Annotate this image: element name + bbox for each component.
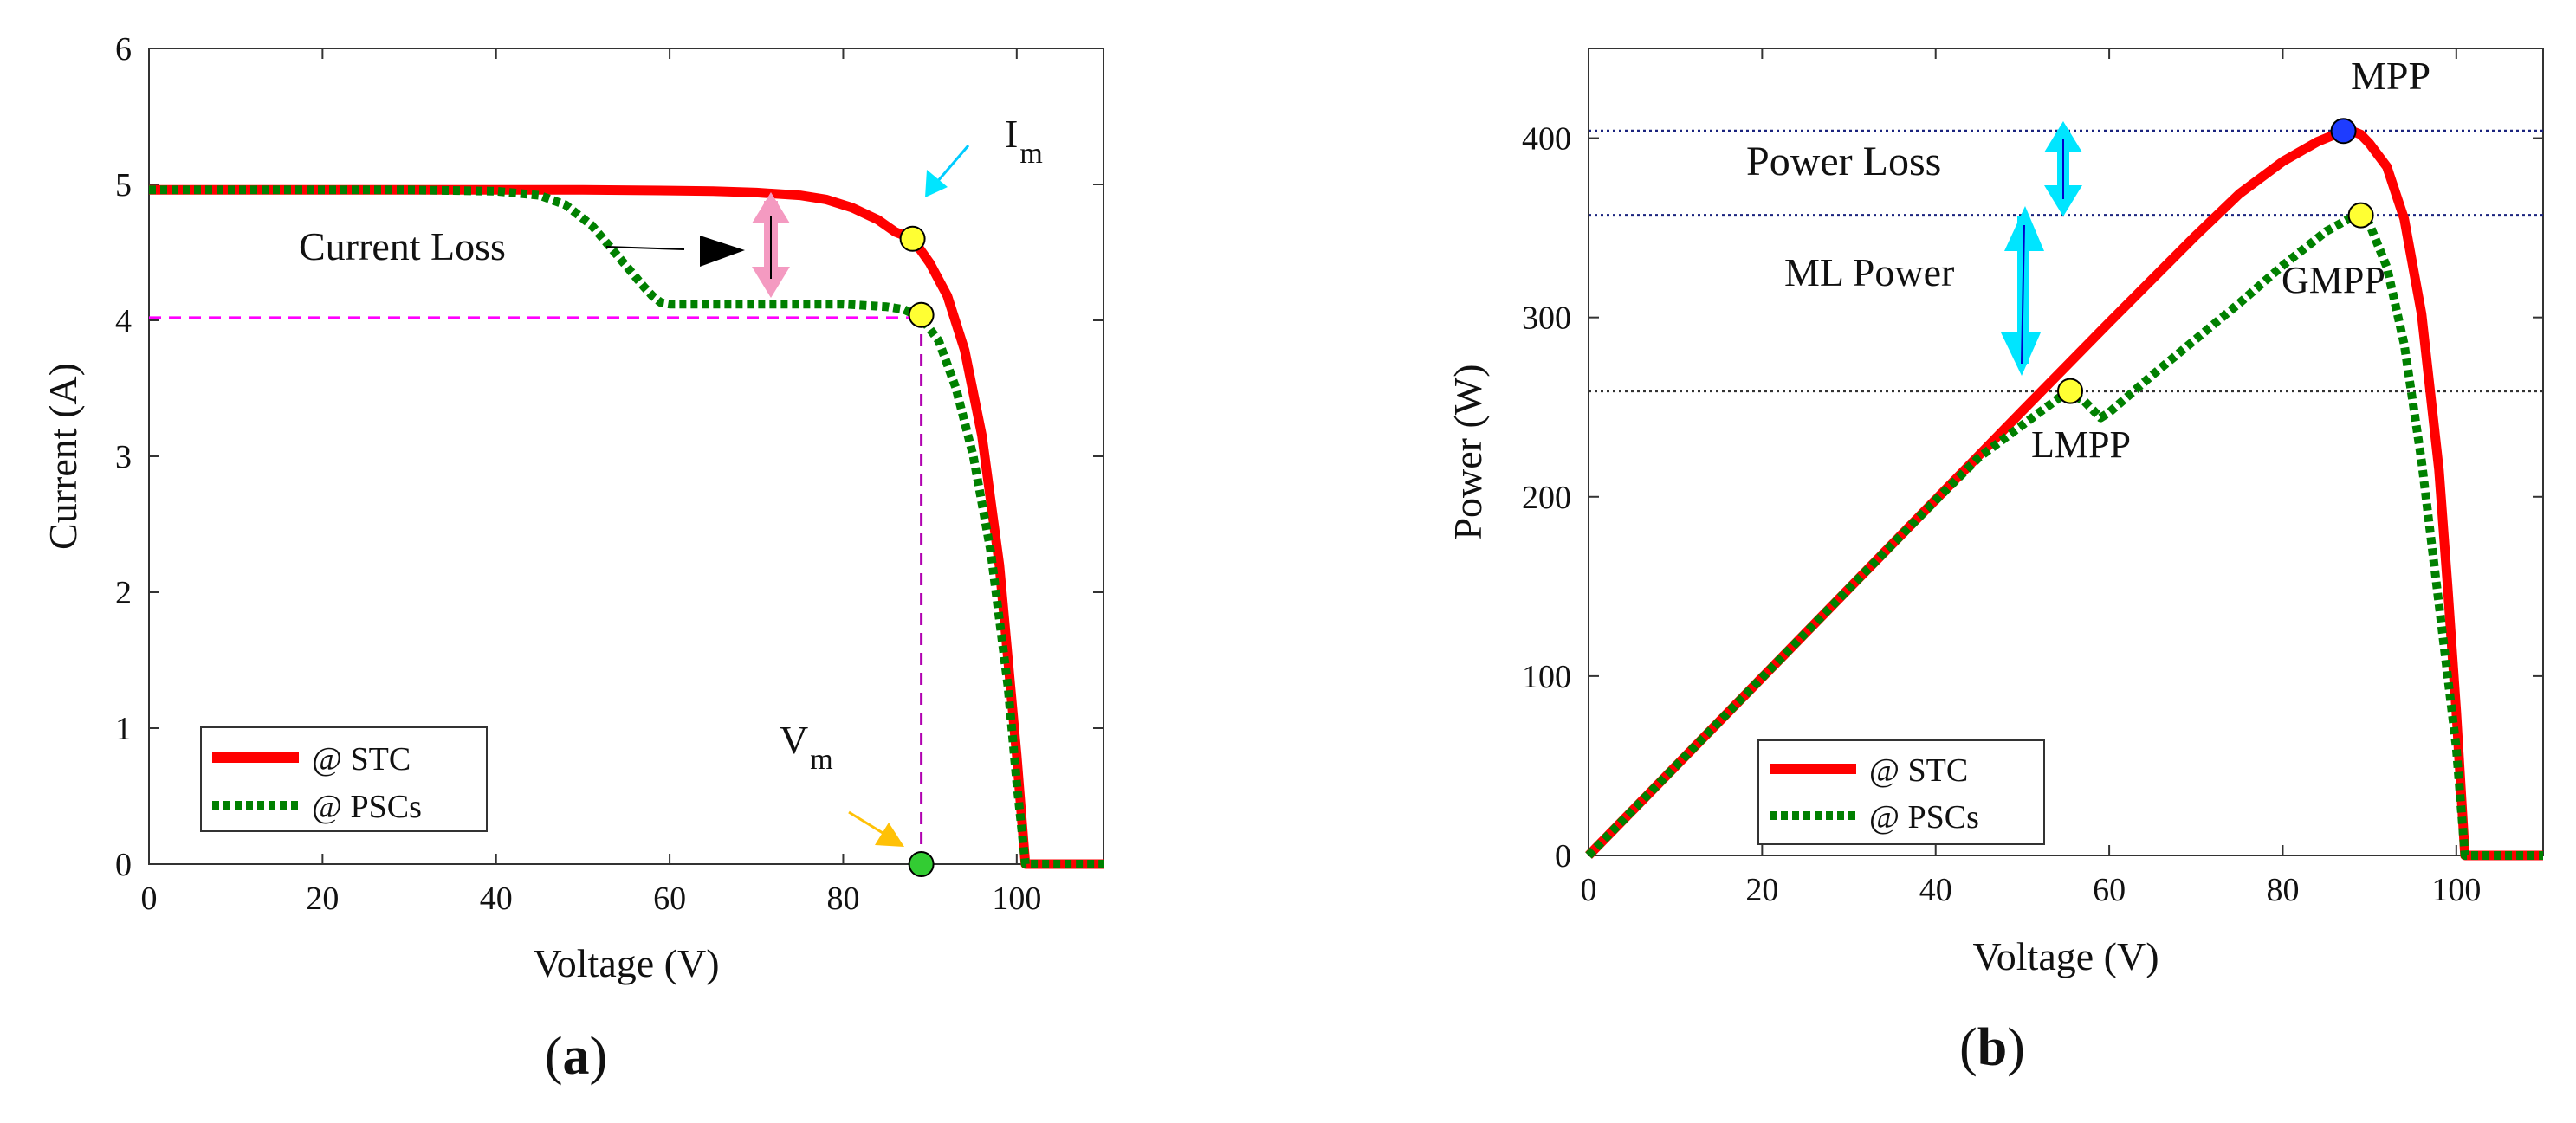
panel-a-iv-curve: 0 20 40 60 80 100 0 1 2 3 4 5 6 Current Loss Im Vm: [41, 31, 1104, 1086]
x-tick-label: 40: [480, 881, 513, 917]
y-tick-label: 3: [115, 439, 132, 475]
vm-label: Vm: [780, 718, 833, 776]
marker-gmpp-point: [2347, 202, 2374, 229]
y-tick-label: 400: [1522, 121, 1571, 158]
y-tick-label: 1: [115, 711, 132, 747]
legend-a-stc-label: @ STC: [312, 741, 411, 778]
y-tick-label: 2: [115, 575, 132, 611]
y-tick-label: 4: [115, 303, 132, 339]
mpp-label: MPP: [2351, 54, 2430, 98]
power-loss-double-arrow: [2044, 121, 2082, 216]
current-loss-arrow: [605, 236, 745, 267]
x-tick-label: 0: [141, 881, 158, 917]
vm-arrow: [848, 810, 904, 847]
legend-a: @ STC @ PSCs: [200, 726, 488, 832]
x-axis-label-b: Voltage (V): [1972, 934, 2159, 978]
marker-im-point: [899, 225, 926, 252]
panel-b-pv-curve: 0 20 40 60 80 100 0 100 200 300 400 MPP Power Loss…: [1446, 48, 2544, 1077]
series-line-psc: [149, 185, 1104, 868]
ml-power-label: ML Power: [1784, 250, 1954, 294]
marker-lmpp-point: [2057, 378, 2084, 404]
x-tick-label: 100: [2431, 872, 2481, 908]
legend-b: @ STC @ PSCs: [1757, 739, 2045, 845]
legend-a-psc-label: @ PSCs: [312, 789, 422, 825]
y-axis-label-b: Power (W): [1446, 364, 1490, 539]
y-tick-label: 200: [1522, 480, 1571, 516]
y-tick-label: 0: [1555, 838, 1571, 875]
current-loss-label: Current Loss: [299, 224, 506, 268]
legend-b-psc-label: @ PSCs: [1869, 799, 1979, 836]
x-tick-label: 20: [1745, 872, 1778, 908]
x-tick-label: 0: [1581, 872, 1597, 908]
gmpp-label: GMPP: [2282, 259, 2385, 301]
x-tick-label: 80: [2266, 872, 2299, 908]
y-tick-label: 6: [115, 31, 132, 68]
im-label: Im: [1005, 112, 1043, 170]
panel-label-a: (a): [545, 1027, 607, 1086]
power-loss-label: Power Loss: [1746, 139, 1941, 184]
series-line-psc: [1585, 210, 2543, 860]
marker-psc-point: [908, 301, 935, 328]
y-axis-label-a: Current (A): [41, 363, 85, 550]
y-tick-label: 0: [115, 847, 132, 883]
y-tick-label: 5: [115, 167, 132, 203]
marker-mpp-point: [2330, 118, 2357, 145]
marker-vm-point: [908, 851, 935, 877]
y-tick-label: 300: [1522, 300, 1571, 337]
panel-label-b: (b): [1959, 1018, 2025, 1077]
x-tick-label: 60: [653, 881, 686, 917]
x-tick-label: 80: [826, 881, 859, 917]
ml-power-double-arrow: [2001, 206, 2044, 376]
x-tick-label: 100: [992, 881, 1041, 917]
current-loss-double-arrow: [752, 192, 790, 298]
y-tick-label: 100: [1522, 659, 1571, 695]
x-tick-label: 20: [306, 881, 339, 917]
im-arrow: [925, 145, 970, 197]
x-axis-label-a: Voltage (V): [533, 941, 719, 985]
legend-b-stc-label: @ STC: [1869, 752, 1968, 789]
lmpp-label: LMPP: [2031, 423, 2131, 466]
x-tick-label: 40: [1919, 872, 1952, 908]
x-tick-label: 60: [2093, 872, 2126, 908]
